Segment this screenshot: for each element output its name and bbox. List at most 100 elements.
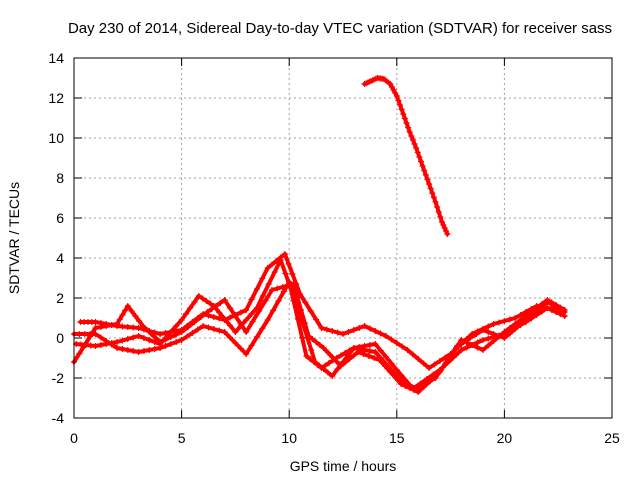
data-point-marker [528,309,535,315]
data-point-marker [157,345,164,351]
data-point-marker [130,324,137,331]
data-point-marker [463,339,470,346]
data-point-marker [371,355,378,361]
data-point-marker [248,311,255,317]
data-point-marker [539,308,546,315]
data-point-marker [474,344,481,351]
data-point-marker [431,374,438,380]
data-point-marker [372,349,379,355]
data-point-marker [277,257,284,263]
data-point-marker [485,323,492,330]
chart-title: Day 230 of 2014, Sidereal Day-to-day VTE… [68,20,612,37]
data-point-marker [124,336,131,342]
data-point-marker [452,345,459,351]
data-point-marker [413,145,420,151]
data-point-marker [185,324,192,330]
data-point-marker [271,269,278,275]
data-point-marker [299,334,306,341]
data-point-marker [337,352,344,359]
data-point-marker [103,323,110,329]
data-point-marker [189,330,196,336]
data-point-marker [388,336,395,343]
data-point-marker [466,335,473,341]
data-point-marker [458,337,465,343]
data-point-marker [506,316,513,323]
data-point-marker [207,300,214,307]
data-point-marker [253,286,260,292]
data-point-marker [361,323,368,329]
data-point-marker [506,325,513,331]
data-point-marker [490,321,497,327]
data-point-marker [406,129,413,135]
data-point-marker [308,347,315,353]
y-tick-label: 2 [56,290,64,306]
data-point-marker [400,111,407,117]
data-point-marker [130,348,137,354]
data-point-marker [249,318,256,325]
data-point-marker [216,315,223,322]
data-point-marker [432,199,439,205]
data-point-marker [221,297,228,303]
data-point-marker [81,331,88,337]
data-point-marker [187,305,194,311]
data-point-marker [411,387,418,393]
data-point-marker [403,120,410,126]
data-point-marker [444,231,451,237]
data-point-marker [409,351,416,358]
data-point-marker [365,353,372,359]
data-points [71,75,568,395]
data-point-marker [191,299,198,305]
data-point-marker [420,384,427,390]
data-point-marker [301,320,308,326]
x-tick-labels: 0 5 10 15 20 25 [70,430,620,446]
data-point-marker [539,301,546,307]
data-point-marker [195,293,202,299]
data-point-marker [522,319,529,325]
data-point-marker [401,115,408,122]
data-point-marker [388,360,395,367]
data-point-marker [259,275,266,282]
data-point-marker [434,204,441,210]
data-point-marker [419,163,426,169]
data-point-marker [392,375,399,381]
data-point-marker [393,93,400,99]
data-point-marker [119,312,126,318]
data-point-marker [210,314,217,320]
data-point-marker [340,331,346,337]
data-point-marker [322,362,329,369]
data-point-marker [114,339,121,345]
data-point-marker [431,361,438,368]
data-point-marker [135,333,142,339]
data-point-marker [173,339,180,345]
data-point-marker [205,324,212,331]
data-point-marker [561,313,568,319]
data-point-marker [395,97,402,104]
x-axis-label: GPS time / hours [290,458,397,474]
data-point-marker [213,303,220,309]
x-tick-label: 25 [604,430,620,446]
data-point-marker [479,347,486,353]
data-point-marker [173,323,180,329]
data-point-marker [366,342,373,348]
data-point-marker [114,321,121,327]
data-point-marker [316,342,323,348]
series-track-1 [77,251,562,371]
data-point-marker [366,348,373,354]
data-point-marker [116,316,123,323]
data-point-marker [167,334,174,340]
data-point-marker [139,323,146,329]
data-point-marker [430,194,437,201]
data-point-marker [97,324,104,330]
data-point-marker [130,334,137,341]
data-point-marker [135,349,142,355]
grid-lines [74,58,612,418]
data-point-marker [248,342,255,349]
plot-frame [73,57,613,419]
series-track-3 [71,279,568,391]
data-point-marker [469,342,476,348]
data-point-marker [144,327,151,333]
data-point-marker [334,329,341,336]
data-point-marker [279,284,286,290]
data-point-marker [438,219,445,225]
y-tick-label: 10 [48,130,64,146]
